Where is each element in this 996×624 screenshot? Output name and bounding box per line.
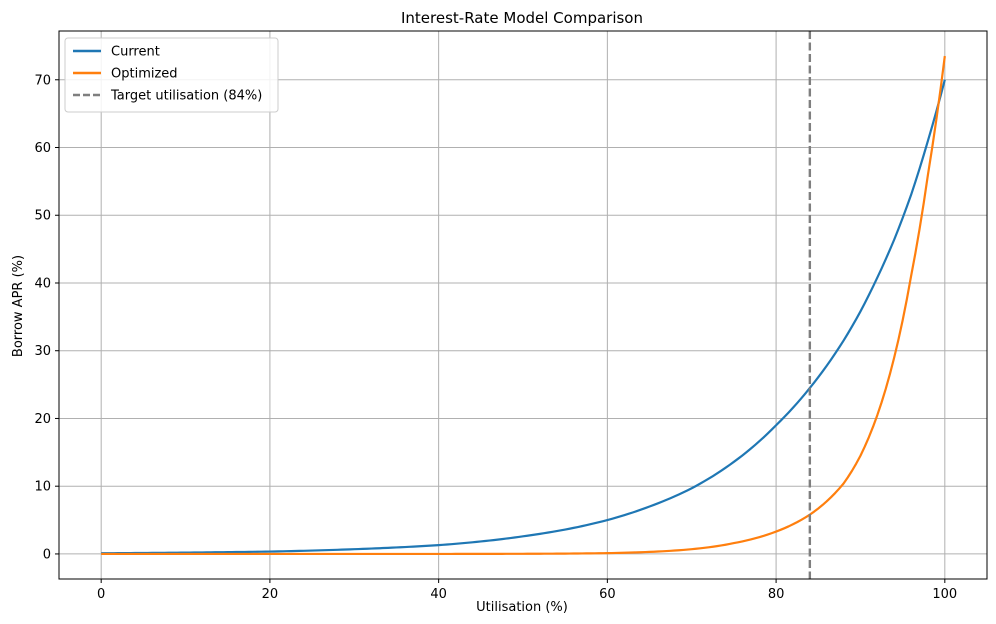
series-line-current (101, 79, 946, 555)
x-tick-label: 40 (430, 587, 447, 602)
x-tick-label: 20 (262, 587, 279, 602)
y-tick-label: 60 (34, 141, 51, 156)
legend-box (64, 37, 279, 113)
x-axis-ticks: 0 20 40 60 80 100 (97, 579, 957, 602)
chart-title: Interest-Rate Model Comparison (401, 9, 643, 27)
x-tick-label: 0 (97, 587, 105, 602)
legend-label: Current (111, 45, 160, 60)
y-axis-label: Borrow APR (%) (11, 255, 26, 357)
y-tick-label: 20 (34, 412, 51, 427)
y-tick-label: 40 (34, 276, 51, 291)
y-tick-label: 10 (34, 480, 51, 495)
plot-series (101, 31, 946, 579)
legend-label: Optimized (111, 67, 178, 82)
x-tick-label: 100 (932, 587, 957, 602)
series-line-optimized (101, 55, 946, 556)
y-tick-label: 50 (34, 209, 51, 224)
legend-label: Target utilisation (84%) (110, 89, 262, 104)
legend: Current Optimized Target utilisation (84%) (64, 37, 279, 113)
x-tick-label: 80 (768, 587, 785, 602)
y-tick-label: 70 (34, 73, 51, 88)
grid (59, 31, 987, 579)
y-axis-ticks: 0 10 20 30 40 50 60 70 (34, 73, 59, 562)
y-tick-label: 0 (43, 547, 51, 562)
x-tick-label: 60 (599, 587, 616, 602)
y-tick-label: 30 (34, 344, 51, 359)
x-axis-label: Utilisation (%) (476, 600, 568, 615)
plot-frame (58, 30, 988, 580)
